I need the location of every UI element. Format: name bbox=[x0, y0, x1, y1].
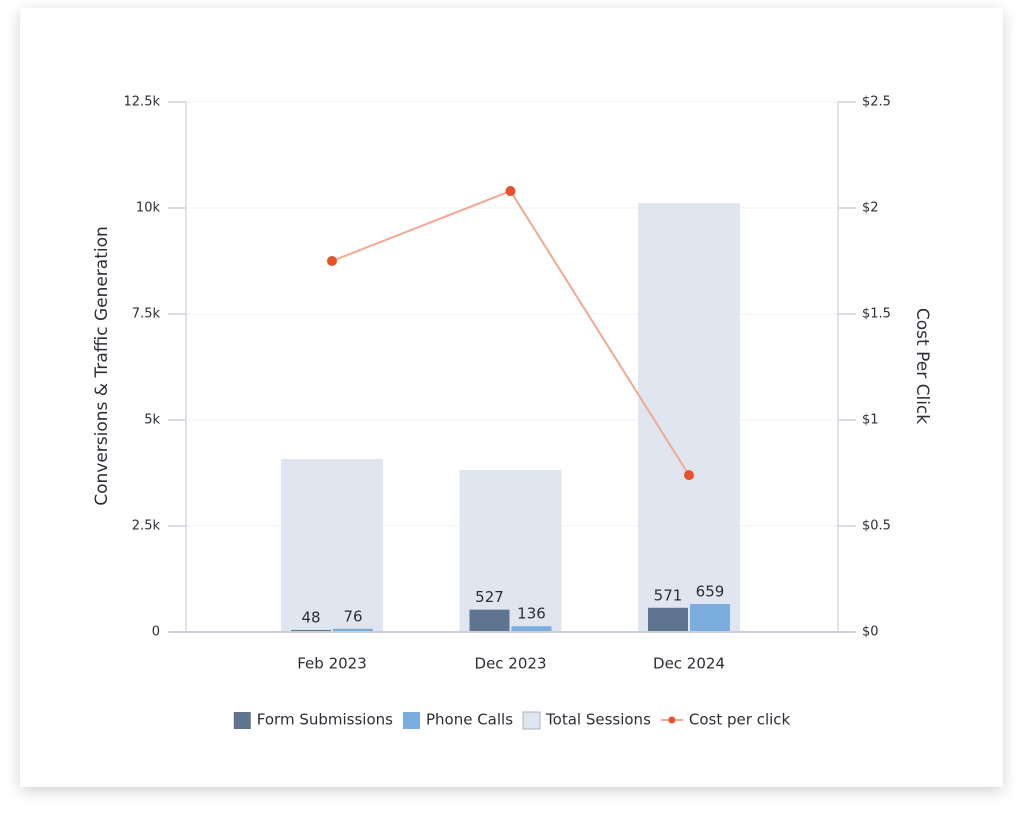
line bbox=[331, 189, 690, 476]
y2-tick-label: $0 bbox=[862, 625, 879, 640]
line-point bbox=[505, 186, 516, 197]
x-tick-label: Dec 2024 bbox=[653, 655, 725, 673]
y-tick-label: 12.5k bbox=[124, 95, 161, 110]
y2-tick-label: $2.5 bbox=[862, 95, 891, 110]
bar bbox=[690, 604, 730, 632]
value-label: 571 bbox=[654, 586, 683, 604]
y-axis-title: Conversions & Traffic Generation bbox=[92, 226, 112, 506]
y-tick-label: 0 bbox=[152, 625, 160, 640]
line-point bbox=[327, 256, 337, 266]
y-tick-label: 2.5k bbox=[132, 519, 161, 534]
y-tick-label: 5k bbox=[144, 413, 160, 428]
session-bar bbox=[281, 459, 383, 632]
legend-label: Total Sessions bbox=[545, 711, 651, 729]
bar bbox=[291, 629, 331, 632]
value-label: 659 bbox=[696, 583, 725, 601]
bar bbox=[511, 626, 552, 632]
x-tick-label: Dec 2023 bbox=[475, 655, 547, 673]
session-bar bbox=[638, 202, 740, 633]
bar bbox=[648, 607, 688, 632]
bar bbox=[333, 628, 373, 632]
value-label: 136 bbox=[517, 605, 546, 623]
legend-label: Cost per click bbox=[689, 711, 791, 729]
y-tick-label: 10k bbox=[136, 201, 161, 216]
legend-label: Phone Calls bbox=[426, 711, 513, 729]
value-label: 527 bbox=[475, 588, 504, 606]
session-bar bbox=[459, 470, 562, 632]
card bbox=[20, 8, 1003, 787]
value-label: 48 bbox=[301, 608, 320, 626]
x-tick-label: Feb 2023 bbox=[297, 655, 367, 673]
legend-marker bbox=[233, 712, 251, 729]
y2-tick-label: $1.5 bbox=[862, 307, 891, 322]
y2-axis-title: Cost Per Click bbox=[912, 308, 932, 424]
y2-tick-label: $1 bbox=[862, 413, 879, 428]
line-point bbox=[684, 470, 694, 481]
y2-tick-label: $0.5 bbox=[862, 519, 891, 534]
legend-marker bbox=[522, 711, 541, 730]
legend-label: Form Submissions bbox=[257, 711, 393, 729]
legend-marker bbox=[668, 716, 676, 724]
legend-marker bbox=[402, 712, 420, 729]
y2-tick-label: $2 bbox=[862, 201, 879, 216]
value-label: 76 bbox=[343, 607, 362, 625]
y-tick-label: 7.5k bbox=[132, 307, 161, 322]
bar bbox=[469, 609, 510, 632]
